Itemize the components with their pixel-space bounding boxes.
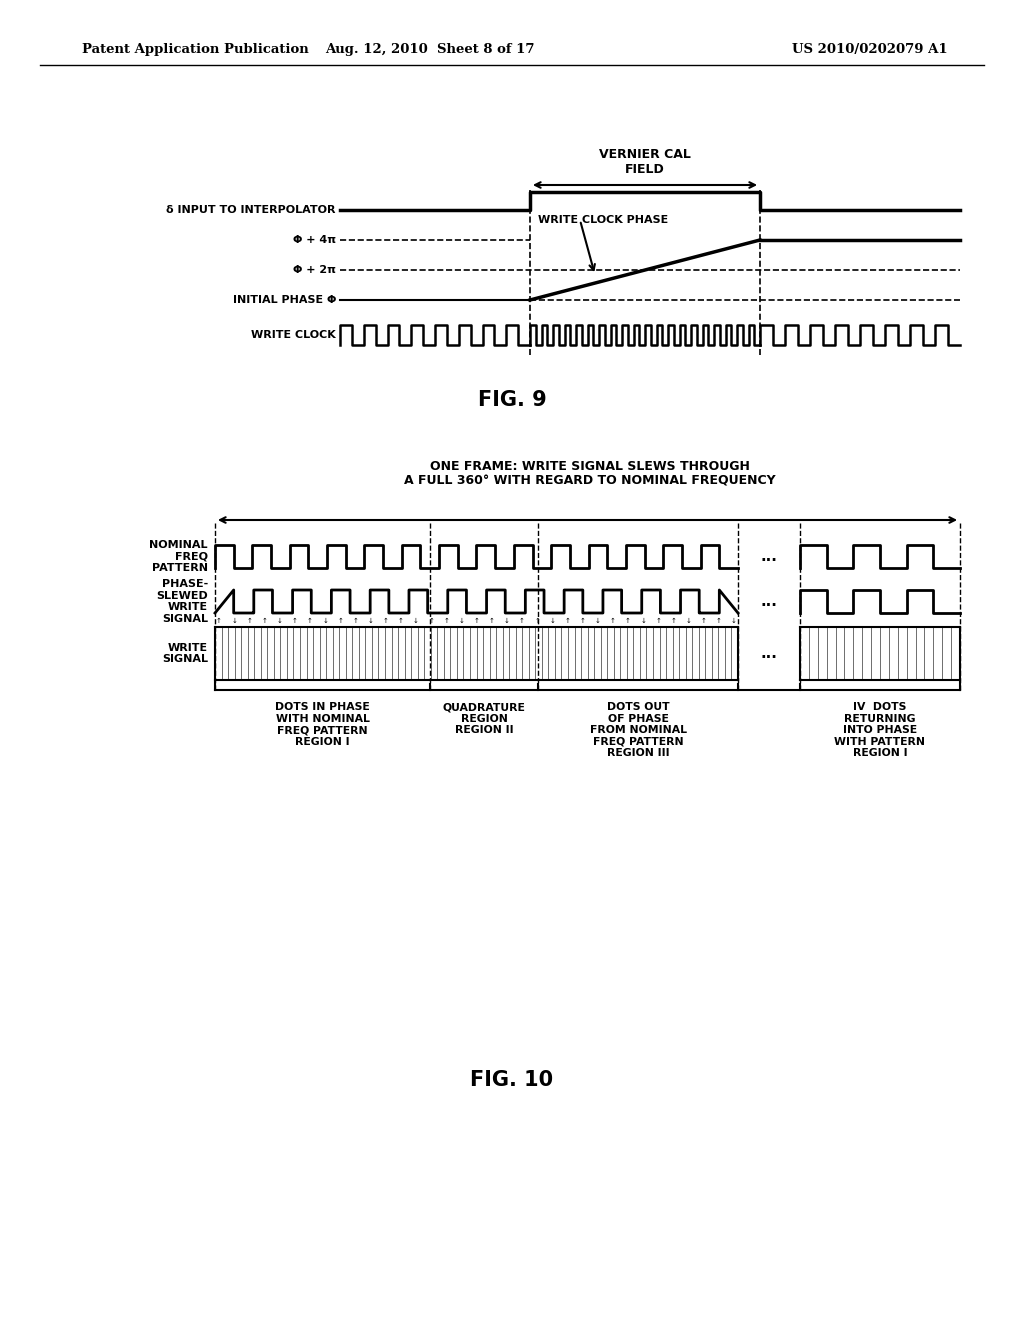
Text: FIG. 9: FIG. 9 (477, 389, 547, 411)
Text: ...: ... (761, 645, 777, 661)
Text: ↓: ↓ (549, 618, 555, 624)
Text: ↓: ↓ (504, 618, 510, 624)
Text: ↑: ↑ (216, 618, 222, 624)
Text: ↑: ↑ (564, 618, 570, 624)
Text: ↑: ↑ (716, 618, 722, 624)
Text: ↑: ↑ (625, 618, 631, 624)
Text: Φ + 2π: Φ + 2π (293, 265, 336, 275)
Text: ONE FRAME: WRITE SIGNAL SLEWS THROUGH
A FULL 360° WITH REGARD TO NOMINAL FREQUEN: ONE FRAME: WRITE SIGNAL SLEWS THROUGH A … (404, 459, 776, 488)
Text: ↓: ↓ (323, 618, 328, 624)
Text: NOMINAL
FREQ
PATTERN: NOMINAL FREQ PATTERN (150, 540, 208, 573)
Text: ↓: ↓ (413, 618, 419, 624)
Text: DOTS OUT
OF PHASE
FROM NOMINAL
FREQ PATTERN
REGION III: DOTS OUT OF PHASE FROM NOMINAL FREQ PATT… (590, 702, 686, 759)
Text: ↓: ↓ (276, 618, 283, 624)
Text: US 2010/0202079 A1: US 2010/0202079 A1 (793, 44, 948, 57)
Text: ↓: ↓ (731, 618, 737, 624)
Text: ↓: ↓ (640, 618, 646, 624)
Text: ↓: ↓ (459, 618, 464, 624)
Text: ↓: ↓ (595, 618, 601, 624)
Text: Patent Application Publication: Patent Application Publication (82, 44, 309, 57)
Text: ↓: ↓ (686, 618, 691, 624)
Text: ↑: ↑ (428, 618, 434, 624)
Text: DOTS IN PHASE
WITH NOMINAL
FREQ PATTERN
REGION I: DOTS IN PHASE WITH NOMINAL FREQ PATTERN … (275, 702, 370, 747)
Text: ↓: ↓ (231, 618, 238, 624)
Text: QUADRATURE
REGION
REGION II: QUADRATURE REGION REGION II (442, 702, 525, 735)
Text: FIG. 10: FIG. 10 (470, 1071, 554, 1090)
Text: ↑: ↑ (610, 618, 615, 624)
Text: IV  DOTS
RETURNING
INTO PHASE
WITH PATTERN
REGION I: IV DOTS RETURNING INTO PHASE WITH PATTER… (835, 702, 926, 759)
Text: ↑: ↑ (398, 618, 403, 624)
Text: ...: ... (761, 549, 777, 564)
Text: ↑: ↑ (307, 618, 312, 624)
Text: ↑: ↑ (580, 618, 586, 624)
Text: ↑: ↑ (292, 618, 298, 624)
Text: ↑: ↑ (352, 618, 358, 624)
Text: Aug. 12, 2010  Sheet 8 of 17: Aug. 12, 2010 Sheet 8 of 17 (326, 44, 535, 57)
Text: ↑: ↑ (261, 618, 267, 624)
Text: ↑: ↑ (519, 618, 525, 624)
Text: ↑: ↑ (337, 618, 343, 624)
Text: ↑: ↑ (671, 618, 676, 624)
Text: WRITE CLOCK PHASE: WRITE CLOCK PHASE (538, 215, 669, 224)
Text: WRITE
SIGNAL: WRITE SIGNAL (162, 643, 208, 664)
Text: VERNIER CAL
FIELD: VERNIER CAL FIELD (599, 148, 691, 176)
Text: δ INPUT TO INTERPOLATOR: δ INPUT TO INTERPOLATOR (167, 205, 336, 215)
Text: Φ + 4π: Φ + 4π (293, 235, 336, 246)
Text: ↑: ↑ (473, 618, 479, 624)
Text: ↑: ↑ (443, 618, 450, 624)
Text: ↑: ↑ (488, 618, 495, 624)
Text: INITIAL PHASE Φ: INITIAL PHASE Φ (232, 294, 336, 305)
Text: ↑: ↑ (655, 618, 662, 624)
Text: PHASE-
SLEWED
WRITE
SIGNAL: PHASE- SLEWED WRITE SIGNAL (157, 579, 208, 624)
Text: ↑: ↑ (535, 618, 540, 624)
Text: ...: ... (761, 594, 777, 609)
Text: WRITE CLOCK: WRITE CLOCK (251, 330, 336, 341)
Text: ↑: ↑ (383, 618, 388, 624)
Text: ↑: ↑ (247, 618, 252, 624)
Text: ↑: ↑ (700, 618, 707, 624)
Text: ↓: ↓ (368, 618, 374, 624)
